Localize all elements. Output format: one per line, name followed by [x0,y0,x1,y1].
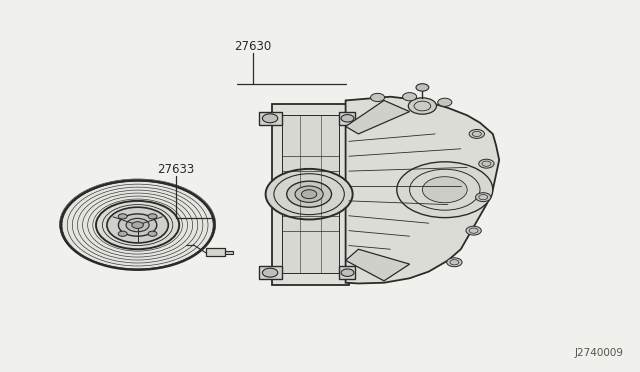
Text: 27633: 27633 [157,163,195,176]
Circle shape [447,258,462,267]
Circle shape [148,231,157,236]
Circle shape [408,98,436,114]
Circle shape [476,193,491,202]
Circle shape [479,159,494,168]
Circle shape [295,186,323,202]
Text: 27630: 27630 [234,40,271,53]
Circle shape [107,207,168,243]
Circle shape [403,93,417,101]
Circle shape [301,190,317,199]
Circle shape [397,162,493,218]
Circle shape [341,269,354,276]
Polygon shape [346,249,410,281]
Circle shape [287,181,332,207]
Circle shape [416,84,429,91]
Circle shape [469,129,484,138]
Circle shape [266,169,353,219]
Circle shape [148,214,157,219]
Polygon shape [346,100,410,134]
Polygon shape [282,115,339,273]
Circle shape [61,180,214,270]
Polygon shape [272,104,349,285]
Circle shape [126,218,149,232]
Circle shape [422,177,467,203]
Circle shape [118,231,127,236]
Circle shape [96,201,179,249]
Polygon shape [225,251,233,254]
Polygon shape [339,112,355,125]
Polygon shape [346,97,499,283]
Circle shape [262,268,278,277]
Circle shape [118,214,127,219]
Text: J2740009: J2740009 [575,348,624,358]
Circle shape [262,114,278,123]
Circle shape [438,98,452,106]
Circle shape [341,115,354,122]
Polygon shape [259,266,282,279]
Circle shape [118,214,157,236]
Polygon shape [339,266,355,279]
Polygon shape [206,248,225,256]
Circle shape [132,222,143,228]
Circle shape [466,226,481,235]
Circle shape [371,93,385,102]
Polygon shape [259,112,282,125]
